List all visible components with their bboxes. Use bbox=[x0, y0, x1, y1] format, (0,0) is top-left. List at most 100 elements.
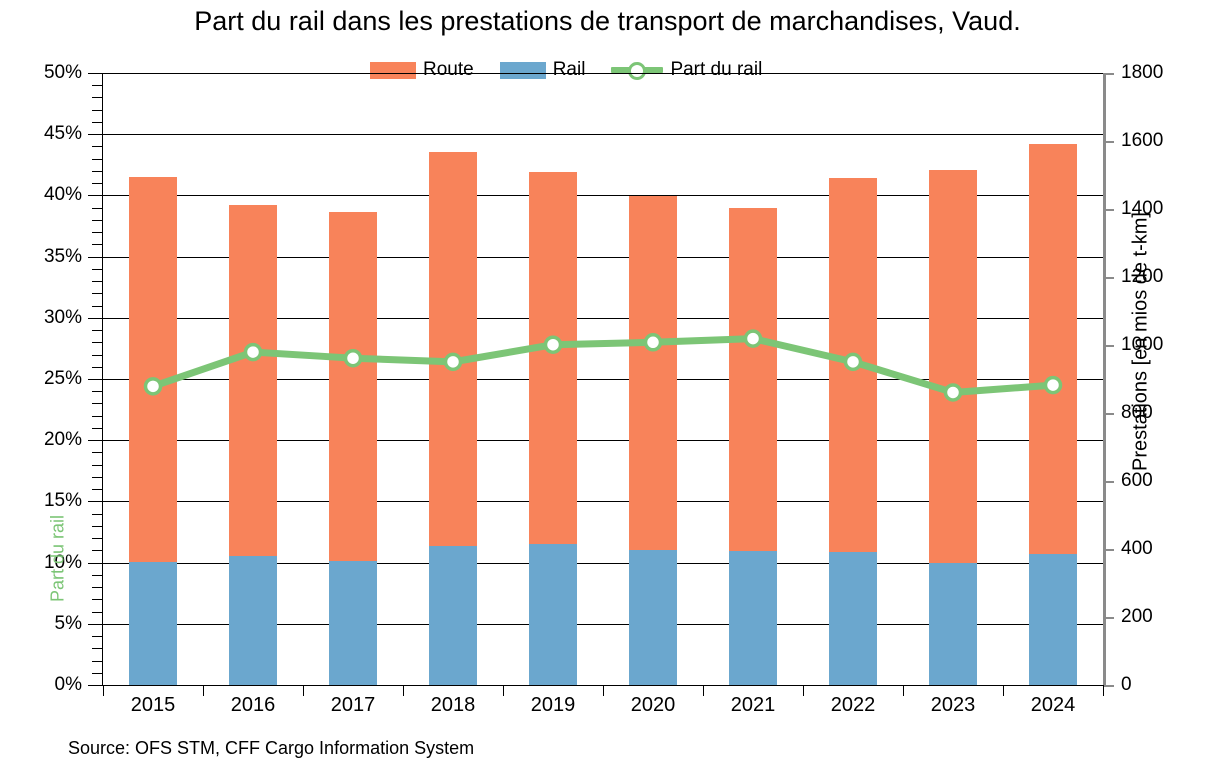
legend-swatch-rail bbox=[499, 61, 546, 79]
x-axis-label: 2019 bbox=[530, 694, 576, 716]
y-axis-right-label: 1200 bbox=[1121, 266, 1164, 287]
y-tick-left-major bbox=[88, 73, 103, 74]
y-axis-left-label: 20% bbox=[43, 429, 82, 451]
bar-segment-rail[interactable] bbox=[429, 545, 477, 685]
bar-group[interactable] bbox=[529, 172, 577, 685]
bar-group[interactable] bbox=[229, 204, 277, 685]
y-tick-left-minor bbox=[92, 330, 103, 332]
y-axis-left-label: 0% bbox=[54, 674, 82, 695]
legend-swatch-route bbox=[370, 61, 416, 79]
y-tick-left-minor bbox=[92, 170, 103, 172]
y-tick-left-major bbox=[88, 623, 103, 625]
gridline bbox=[103, 562, 1103, 564]
y-tick-left-minor bbox=[92, 587, 103, 589]
chart-title: Part du rail dans les prestations de tra… bbox=[194, 6, 1021, 36]
y-tick-left-minor bbox=[92, 146, 103, 148]
y-axis-right-label: 200 bbox=[1121, 606, 1153, 627]
bar-group[interactable] bbox=[429, 151, 477, 685]
y-tick-right bbox=[1103, 345, 1114, 347]
x-tick bbox=[103, 685, 104, 696]
y-tick-left-minor bbox=[92, 342, 103, 344]
bar-segment-rail[interactable] bbox=[129, 562, 177, 685]
y-tick-left-major bbox=[88, 685, 103, 686]
y-tick-right bbox=[1103, 413, 1114, 415]
bar-segment-route[interactable] bbox=[229, 204, 277, 556]
y-axis-left-label: 45% bbox=[43, 123, 82, 145]
bar-segment-rail[interactable] bbox=[929, 562, 977, 685]
x-axis-label: 2017 bbox=[330, 694, 376, 716]
y-axis-left-label: 50% bbox=[43, 62, 82, 83]
y-tick-left-minor bbox=[92, 599, 103, 601]
x-axis-label: 2020 bbox=[630, 694, 676, 716]
y-tick-left-minor bbox=[92, 513, 103, 515]
y-axis-right-label: 1800 bbox=[1121, 62, 1164, 83]
y-tick-left-minor bbox=[92, 648, 103, 650]
bar-segment-rail[interactable] bbox=[629, 550, 677, 685]
bar-group[interactable] bbox=[929, 170, 977, 685]
y-axis-left-title: Part du rail bbox=[47, 514, 68, 603]
bar-segment-rail[interactable] bbox=[329, 560, 377, 685]
bar-segment-route[interactable] bbox=[329, 212, 377, 561]
bar-group[interactable] bbox=[829, 178, 877, 685]
bar-segment-route[interactable] bbox=[729, 208, 777, 552]
plot-area bbox=[103, 73, 1103, 686]
bar-segment-rail[interactable] bbox=[829, 552, 877, 685]
y-axis-left-label: 40% bbox=[43, 184, 82, 206]
y-tick-left-minor bbox=[92, 121, 103, 123]
source-note: Source: OFS STM, CFF Cargo Information S… bbox=[68, 738, 475, 758]
bar-segment-route[interactable] bbox=[129, 177, 177, 563]
bar-segment-route[interactable] bbox=[929, 170, 977, 563]
y-axis-right-title: Prestations [en mios de t-km] bbox=[1129, 212, 1152, 471]
y-tick-left-minor bbox=[92, 403, 103, 405]
bar-segment-route[interactable] bbox=[529, 172, 577, 545]
gridline bbox=[103, 73, 1103, 74]
y-axis-left-label: 35% bbox=[43, 245, 82, 267]
y-tick-left-minor bbox=[92, 550, 103, 552]
bar-segment-route[interactable] bbox=[829, 178, 877, 553]
x-axis-label: 2023 bbox=[930, 694, 976, 716]
legend-item-route[interactable]: Route bbox=[370, 59, 474, 81]
y-tick-left-major bbox=[88, 501, 103, 503]
x-axis-label: 2016 bbox=[230, 694, 276, 716]
y-tick-left-minor bbox=[92, 232, 103, 234]
bar-group[interactable] bbox=[729, 208, 777, 685]
y-axis-right-line bbox=[1103, 73, 1106, 685]
y-axis-right-label: 1600 bbox=[1121, 130, 1164, 151]
gridline bbox=[103, 317, 1103, 319]
bar-segment-rail[interactable] bbox=[529, 544, 577, 685]
y-tick-right bbox=[1103, 73, 1114, 75]
y-tick-left-minor bbox=[92, 219, 103, 221]
bar-group[interactable] bbox=[329, 212, 377, 685]
y-tick-left-minor bbox=[92, 85, 103, 87]
bar-group[interactable] bbox=[1029, 144, 1077, 685]
legend-item-rail[interactable]: Rail bbox=[499, 59, 586, 81]
bar-segment-route[interactable] bbox=[629, 195, 677, 551]
part-du-rail-line bbox=[149, 335, 1057, 396]
y-axis-left-label: 25% bbox=[43, 368, 82, 389]
bar-group[interactable] bbox=[629, 195, 677, 685]
x-axis-label: 2024 bbox=[1030, 694, 1076, 716]
y-tick-left-minor bbox=[92, 660, 103, 662]
y-tick-left-minor bbox=[92, 574, 103, 576]
y-tick-left-minor bbox=[92, 391, 103, 393]
bar-segment-route[interactable] bbox=[429, 151, 477, 546]
bar-segment-rail[interactable] bbox=[729, 551, 777, 685]
x-tick bbox=[903, 685, 904, 696]
x-tick bbox=[403, 685, 404, 696]
y-tick-left-minor bbox=[92, 305, 103, 307]
y-axis-right-label: 800 bbox=[1121, 402, 1153, 423]
bar-segment-route[interactable] bbox=[1029, 144, 1077, 554]
x-tick bbox=[303, 685, 304, 696]
y-tick-left-major bbox=[88, 440, 103, 442]
y-axis-left-label: 5% bbox=[54, 612, 82, 634]
bar-segment-rail[interactable] bbox=[1029, 553, 1077, 685]
bar-segment-rail[interactable] bbox=[229, 555, 277, 685]
legend-item-part-du-rail[interactable]: Part du rail bbox=[611, 59, 762, 81]
y-tick-left-minor bbox=[92, 489, 103, 491]
chart-legend: Route Rail Part du rail bbox=[370, 57, 762, 83]
legend-label-rail: Rail bbox=[552, 59, 586, 80]
y-tick-left-minor bbox=[92, 464, 103, 466]
x-axis-label: 2015 bbox=[130, 694, 176, 716]
bar-group[interactable] bbox=[129, 177, 177, 685]
x-axis-label: 2021 bbox=[730, 694, 776, 716]
